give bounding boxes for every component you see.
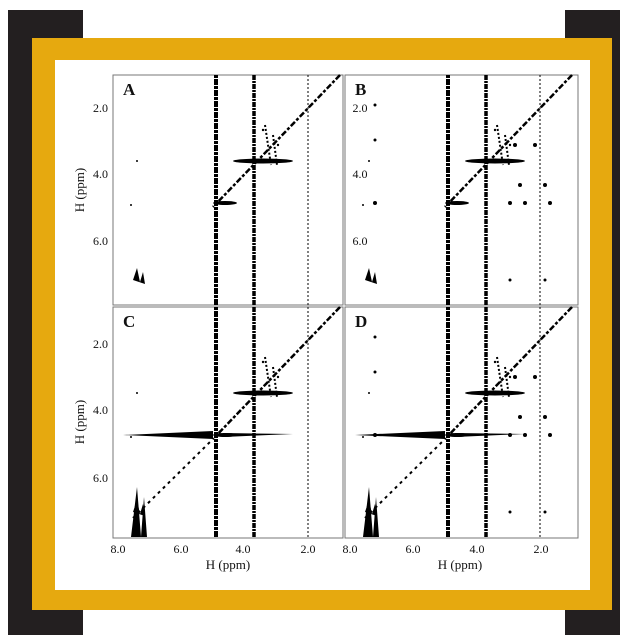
panel-b: B: [345, 75, 578, 305]
x-tick-label: 2.0: [301, 542, 316, 556]
x-tick-label: 4.0: [236, 542, 251, 556]
x-tick-label: 8.0: [111, 542, 126, 556]
panel-label: D: [355, 312, 367, 331]
y-tick-label: 2.0: [93, 337, 108, 351]
y-tick-label: 2.0: [93, 101, 108, 115]
panel-label: A: [123, 80, 136, 99]
y-tick-label: 4.0: [93, 403, 108, 417]
figure: A B C D H (ppm) H (ppm) 2.0 4.0 6.0 2.0 …: [0, 0, 629, 635]
x-axis-label: H (ppm): [438, 557, 482, 572]
x-tick-label: 8.0: [343, 542, 358, 556]
panel-c: C: [113, 307, 343, 538]
panel-label: C: [123, 312, 135, 331]
x-axis-label: H (ppm): [206, 557, 250, 572]
panel-label: B: [355, 80, 366, 99]
x-tick-label: 6.0: [174, 542, 189, 556]
y-tick-label: 6.0: [93, 471, 108, 485]
y-tick-label: 6.0: [93, 234, 108, 248]
y-tick-label: 4.0: [93, 167, 108, 181]
y-axis-label: H (ppm): [72, 168, 87, 212]
y-tick-label: 4.0: [353, 167, 368, 181]
y-axis-label: H (ppm): [72, 400, 87, 444]
x-tick-label: 4.0: [470, 542, 485, 556]
y-tick-label: 6.0: [353, 234, 368, 248]
y-tick-label: 2.0: [353, 101, 368, 115]
panel-a: A: [113, 75, 343, 305]
panel-d: D: [345, 307, 578, 538]
x-tick-label: 2.0: [534, 542, 549, 556]
x-tick-label: 6.0: [406, 542, 421, 556]
